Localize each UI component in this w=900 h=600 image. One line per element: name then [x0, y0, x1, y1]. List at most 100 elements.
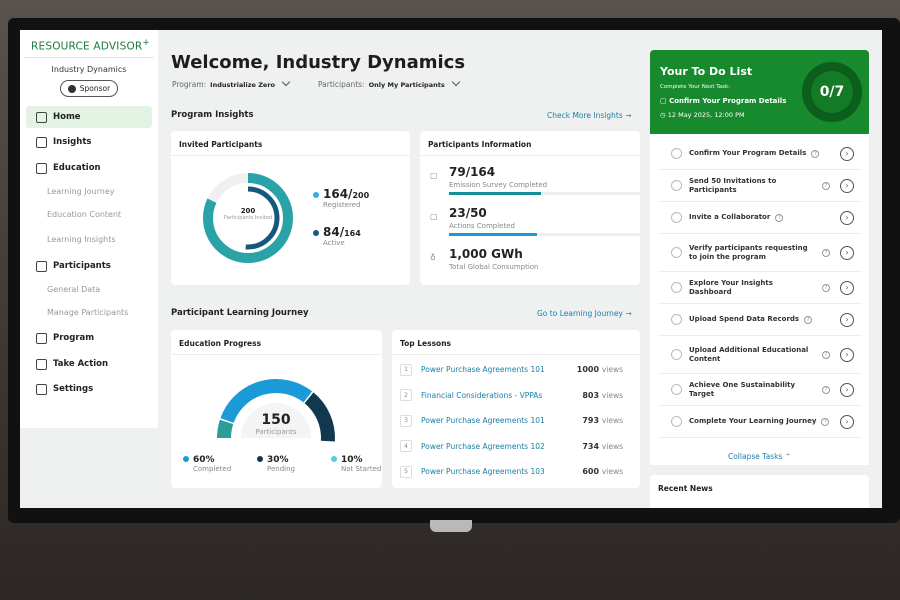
help-icon[interactable]: ? — [775, 213, 784, 222]
page-title: Welcome, Industry Dynamics — [171, 52, 466, 73]
card-title: Recent News — [658, 484, 713, 493]
task-checkbox[interactable] — [671, 416, 682, 427]
education-progress-card: Education Progress 150 Participants 60% C… — [171, 330, 382, 488]
screen: RESOURCE ADVISOR+ Industry Dynamics Spon… — [20, 30, 882, 508]
sidebar-item-learning-insights[interactable]: Learning Insights — [47, 235, 116, 244]
help-icon[interactable]: ? — [822, 248, 830, 257]
task-checkbox[interactable] — [671, 349, 682, 360]
sidebar-item-program[interactable]: Program — [26, 327, 152, 349]
chevron-right-icon[interactable]: › — [840, 210, 854, 225]
legend-not-started: 10% Not Started — [331, 455, 381, 473]
info-label: Total Global Consumption — [449, 263, 539, 271]
chevron-right-icon[interactable]: › — [840, 245, 854, 260]
people-icon — [36, 260, 47, 272]
sidebar-item-general-data[interactable]: General Data — [47, 285, 101, 294]
sidebar-item-participants[interactable]: Participants — [26, 255, 152, 277]
card-title: Top Lessons — [392, 330, 640, 355]
sidebar-item-manage-participants[interactable]: Manage Participants — [47, 308, 129, 317]
gauge-value: 150 — [261, 412, 291, 428]
puzzle-icon — [36, 358, 47, 370]
help-icon[interactable]: ? — [822, 350, 830, 359]
chevron-right-icon[interactable]: › — [840, 414, 854, 429]
active-arc — [216, 186, 280, 250]
legend-pending: 30% Pending — [257, 455, 295, 473]
sidebar-item-education[interactable]: Education — [26, 157, 152, 179]
help-icon[interactable]: ? — [821, 417, 830, 426]
house-icon: ▢ — [430, 212, 438, 221]
sidebar-item-take-action[interactable]: Take Action — [26, 353, 152, 375]
todo-task[interactable]: Complete Your Learning Journey? › — [658, 406, 862, 438]
sidebar-item-learning-journey[interactable]: Learning Journey — [47, 187, 115, 196]
todo-task[interactable]: Invite a Collaborator? › — [658, 202, 862, 234]
collapse-tasks-button[interactable]: Collapse Tasks ⌃ — [727, 452, 792, 461]
participants-filter[interactable]: Participants: Only My Participants — [318, 77, 460, 89]
participants-information-card: Participants Information ▢ 79/164 Emissi… — [420, 131, 641, 285]
next-task-label: Complete Your Next Task: — [660, 84, 731, 90]
help-icon[interactable]: ? — [804, 315, 813, 324]
gear-icon — [36, 383, 47, 395]
todo-task[interactable]: Send 50 Invitations to Participants? › — [658, 170, 862, 202]
todo-task[interactable]: Verify participants requesting to join t… — [658, 234, 862, 272]
legend-completed: 60% Completed — [183, 455, 231, 473]
task-checkbox[interactable] — [671, 384, 682, 395]
sidebar-item-settings[interactable]: Settings — [26, 378, 152, 400]
next-task-link[interactable]: ▢ Confirm Your Program Details — [660, 97, 787, 105]
task-checkbox[interactable] — [671, 212, 682, 223]
go-to-learning-journey-link[interactable]: Go to Learning Journey → — [537, 309, 632, 318]
recent-news-card: Recent News — [650, 475, 869, 508]
chevron-right-icon[interactable]: › — [840, 146, 854, 161]
gauge-segment-pending — [304, 392, 335, 442]
program-filter[interactable]: Program: Industrialize Zero — [172, 77, 291, 89]
active-stat: 84/164 Active — [313, 225, 361, 247]
help-icon[interactable]: ? — [822, 181, 830, 190]
lesson-row[interactable]: 4 Power Purchase Agreements 102 734 views — [400, 434, 632, 459]
check-more-insights-link[interactable]: Check More Insights → — [547, 111, 632, 120]
lesson-link[interactable]: Power Purchase Agreements 101 — [421, 416, 545, 425]
todo-task[interactable]: Achieve One Sustainability Target? › — [658, 374, 862, 406]
monitor-stand — [430, 520, 472, 532]
sidebar-item-insights[interactable]: Insights — [26, 131, 152, 153]
clipboard-icon: ▢ — [430, 171, 438, 180]
sidebar-item-home[interactable]: Home — [26, 106, 152, 128]
lesson-row[interactable]: 1 Power Purchase Agreements 101 1000 views — [400, 357, 632, 382]
lesson-row[interactable]: 5 Power Purchase Agreements 103 600 views — [400, 459, 632, 484]
chevron-right-icon[interactable]: › — [840, 178, 854, 193]
pie-chart-icon — [36, 136, 47, 148]
todo-task[interactable]: Explore Your Insights Dashboard? › — [658, 272, 862, 304]
next-task-due: ◷ 12 May 2025, 12:00 PM — [660, 111, 745, 119]
todo-task[interactable]: Upload Spend Data Records? › — [658, 304, 862, 336]
task-checkbox[interactable] — [671, 247, 682, 258]
lesson-link[interactable]: Financial Considerations - VPPAs — [421, 390, 543, 400]
lesson-link[interactable]: Power Purchase Agreements 101 — [421, 365, 545, 374]
chevron-right-icon[interactable]: › — [840, 312, 854, 327]
info-progress-bar — [449, 192, 641, 195]
lesson-link[interactable]: Power Purchase Agreements 102 — [421, 441, 545, 451]
gauge-segment-not-started — [217, 419, 234, 439]
chevron-right-icon[interactable]: › — [840, 347, 854, 362]
chevron-right-icon[interactable]: › — [840, 280, 854, 295]
card-title: Participants Information — [420, 131, 640, 156]
logo: RESOURCE ADVISOR+ — [31, 38, 150, 53]
role-badge[interactable]: Sponsor — [60, 80, 118, 97]
top-lessons-card: Top Lessons 1 Power Purchase Agreements 1… — [392, 330, 640, 488]
lesson-link[interactable]: Power Purchase Agreements 103 — [421, 467, 545, 476]
todo-task[interactable]: Confirm Your Program Details? › — [658, 138, 862, 170]
card-title: Education Progress — [171, 330, 382, 355]
todo-title: Your To Do List — [660, 65, 753, 78]
help-icon[interactable]: ? — [811, 149, 820, 158]
task-checkbox[interactable] — [671, 282, 682, 293]
section-title: Program Insights — [171, 110, 254, 120]
task-checkbox[interactable] — [671, 148, 682, 159]
task-checkbox[interactable] — [671, 314, 682, 325]
chevron-right-icon[interactable]: › — [840, 382, 854, 397]
lesson-row[interactable]: 2 Financial Considerations - VPPAs 803 vie… — [400, 383, 632, 408]
task-checkbox[interactable] — [671, 180, 682, 191]
section-title: Participant Learning Journey — [171, 308, 309, 318]
help-icon[interactable]: ? — [822, 385, 830, 394]
help-icon[interactable]: ? — [822, 283, 830, 292]
todo-task[interactable]: Upload Additional Educational Content? › — [658, 336, 862, 374]
gauge-segment-completed — [220, 379, 313, 424]
sidebar-item-education-content[interactable]: Education Content — [47, 210, 122, 219]
info-label: Actions Completed — [449, 222, 515, 230]
lesson-row[interactable]: 3 Power Purchase Agreements 101 793 views — [400, 408, 632, 433]
